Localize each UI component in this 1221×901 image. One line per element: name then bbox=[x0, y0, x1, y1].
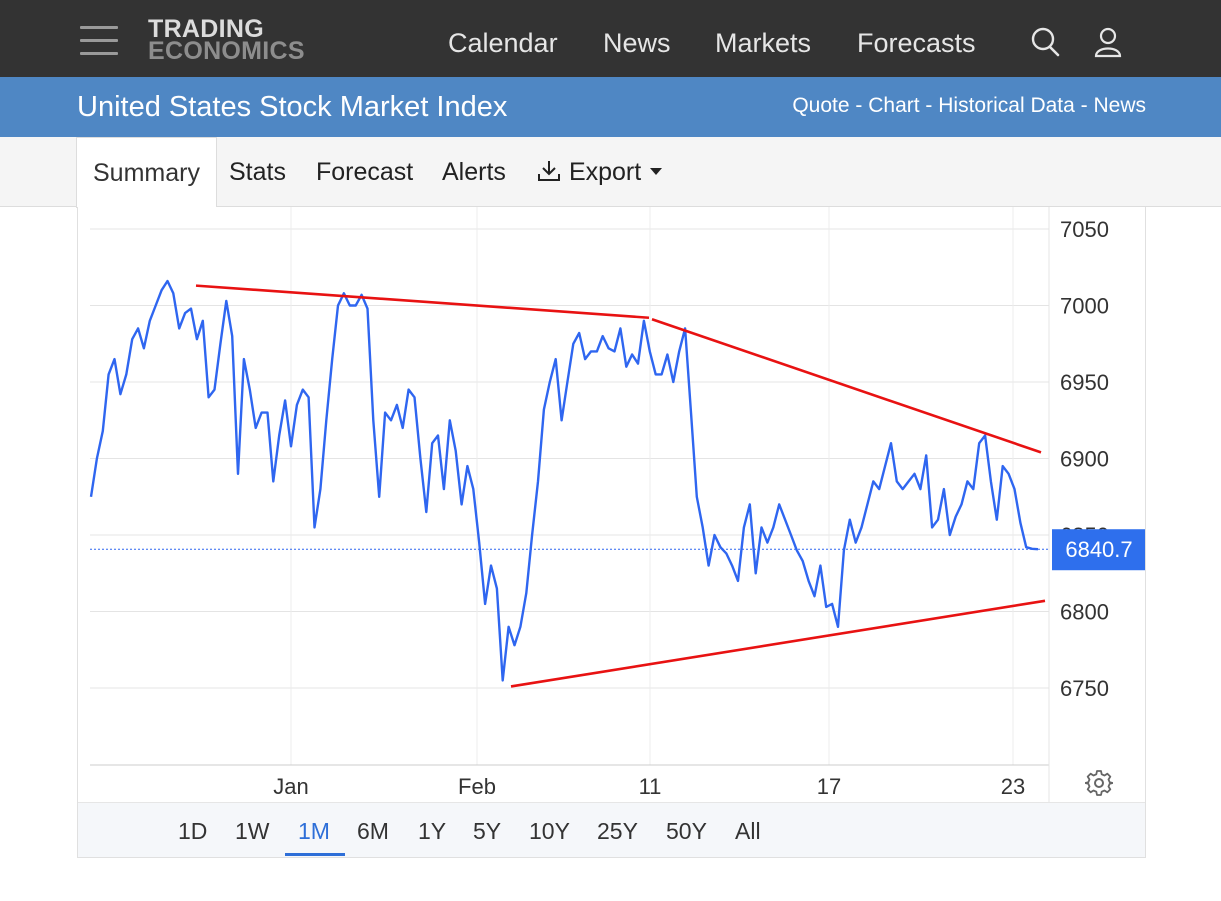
range-50y[interactable]: 50Y bbox=[666, 818, 707, 844]
tab-forecast[interactable]: Forecast bbox=[316, 158, 414, 186]
download-icon bbox=[538, 161, 560, 181]
range-10y[interactable]: 10Y bbox=[529, 818, 570, 844]
logo-line-2: ECONOMICS bbox=[148, 37, 305, 65]
chart-settings-gear-icon[interactable] bbox=[1084, 769, 1114, 802]
x-tick-label: 17 bbox=[817, 774, 841, 799]
tab-stats[interactable]: Stats bbox=[229, 158, 286, 186]
range-1w[interactable]: 1W bbox=[235, 818, 270, 844]
trendline-upper-right bbox=[651, 318, 1042, 454]
range-1d[interactable]: 1D bbox=[178, 818, 208, 844]
trendline-support bbox=[510, 599, 1046, 688]
y-tick-label: 6950 bbox=[1060, 370, 1109, 395]
link-separator: - bbox=[849, 94, 869, 117]
title-bar: United States Stock Market Index Quote -… bbox=[0, 77, 1221, 137]
y-tick-label: 6800 bbox=[1060, 600, 1109, 625]
link-news[interactable]: News bbox=[1093, 94, 1146, 117]
range-1y[interactable]: 1Y bbox=[418, 818, 447, 844]
chart-container: 6750680068506900695070007050JanFeb111723… bbox=[77, 207, 1146, 858]
user-account-icon[interactable] bbox=[1093, 26, 1123, 63]
link-chart[interactable]: Chart bbox=[868, 94, 920, 117]
y-tick-label: 6750 bbox=[1060, 676, 1109, 701]
y-tick-label: 7000 bbox=[1060, 294, 1109, 319]
nav-markets[interactable]: Markets bbox=[715, 28, 812, 58]
tabs-bar: Summary Stats Forecast Alerts Export bbox=[0, 137, 1221, 208]
active-range-underline bbox=[285, 853, 345, 856]
range-25y[interactable]: 25Y bbox=[597, 818, 638, 844]
range-6m[interactable]: 6M bbox=[357, 818, 389, 844]
y-tick-label: 7050 bbox=[1060, 217, 1109, 242]
hamburger-menu-icon[interactable] bbox=[80, 26, 118, 56]
range-selector: 1D 1W 1M 6M 1Y 5Y 10Y 25Y 50Y All bbox=[78, 802, 1145, 857]
trading-economics-logo[interactable]: TRADING ECONOMICS bbox=[148, 15, 305, 65]
x-tick-label: 11 bbox=[639, 774, 662, 799]
export-dropdown[interactable]: Export bbox=[536, 158, 664, 187]
range-all[interactable]: All bbox=[735, 818, 761, 844]
logo-line-1: TRADING bbox=[148, 15, 264, 43]
link-separator: - bbox=[919, 94, 939, 117]
x-tick-label: 23 bbox=[1001, 774, 1025, 799]
export-label: Export bbox=[568, 158, 642, 186]
nav-news[interactable]: News bbox=[603, 28, 671, 58]
x-tick-label: Feb bbox=[458, 774, 496, 799]
tab-summary[interactable]: Summary bbox=[76, 137, 217, 208]
trendline-upper-left bbox=[195, 284, 650, 320]
tab-alerts[interactable]: Alerts bbox=[442, 158, 506, 186]
quick-links: Quote - Chart - Historical Data - News bbox=[792, 94, 1146, 118]
page-title: United States Stock Market Index bbox=[77, 91, 508, 123]
top-navbar: TRADING ECONOMICS Calendar News Markets … bbox=[0, 0, 1221, 77]
link-quote[interactable]: Quote bbox=[792, 94, 850, 117]
link-historical-data[interactable]: Historical Data bbox=[938, 94, 1075, 117]
caret-down-icon bbox=[650, 168, 663, 175]
search-icon[interactable] bbox=[1031, 26, 1061, 63]
y-tick-label: 6900 bbox=[1060, 447, 1109, 472]
price-series-line bbox=[89, 279, 1039, 682]
x-tick-label: Jan bbox=[273, 774, 308, 799]
nav-forecasts[interactable]: Forecasts bbox=[857, 28, 976, 58]
nav-calendar[interactable]: Calendar bbox=[448, 28, 558, 58]
last-value-tag bbox=[1052, 529, 1145, 571]
last-value-label: 6840.7 bbox=[1065, 537, 1132, 562]
price-chart[interactable]: 6750680068506900695070007050JanFeb111723… bbox=[78, 207, 1146, 802]
link-separator: - bbox=[1074, 94, 1094, 117]
range-5y[interactable]: 5Y bbox=[473, 818, 502, 844]
range-1m[interactable]: 1M bbox=[298, 818, 330, 844]
